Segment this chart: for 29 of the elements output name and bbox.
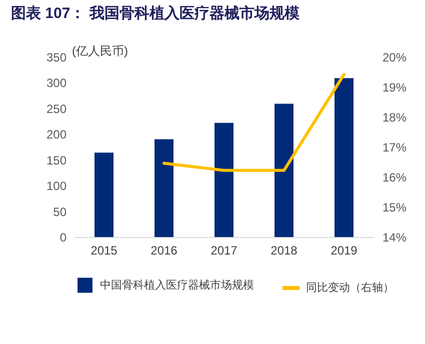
x-tick-label: 2015 xyxy=(90,244,118,258)
bar xyxy=(214,122,234,237)
bar xyxy=(334,78,354,237)
y2-tick-label: 19% xyxy=(382,80,407,94)
y-tick-label: 100 xyxy=(46,179,67,194)
bar xyxy=(154,139,174,237)
bar xyxy=(94,152,114,237)
y-tick-label: 50 xyxy=(53,204,67,219)
chart-title: 图表 107： 我国骨科植入医疗器械市场规模 xyxy=(10,4,300,22)
y2-tick-label: 14% xyxy=(382,230,407,244)
y-tick-label: 150 xyxy=(46,153,67,168)
y2-tick-label: 16% xyxy=(382,170,407,184)
legend-label: 中国骨科植入医疗器械市场规模 xyxy=(100,278,254,292)
y2-tick-label: 15% xyxy=(382,200,407,214)
x-tick-label: 2016 xyxy=(150,244,178,258)
y2-tick-label: 18% xyxy=(382,110,407,124)
y-tick-label: 0 xyxy=(60,230,67,244)
y-tick-label: 350 xyxy=(46,50,67,64)
y-tick-label: 200 xyxy=(46,128,67,142)
y-tick-label: 250 xyxy=(46,102,67,116)
bar xyxy=(274,104,294,237)
y2-tick-label: 17% xyxy=(382,140,407,154)
y-tick-label: 300 xyxy=(46,76,67,90)
x-tick-label: 2019 xyxy=(330,244,358,258)
legend-label: 同比变动（右轴） xyxy=(306,281,394,294)
x-tick-label: 2017 xyxy=(210,244,238,258)
y2-tick-label: 20% xyxy=(382,50,407,64)
x-tick-label: 2018 xyxy=(270,244,298,258)
y-axis-title: (亿人民币) xyxy=(72,44,128,58)
